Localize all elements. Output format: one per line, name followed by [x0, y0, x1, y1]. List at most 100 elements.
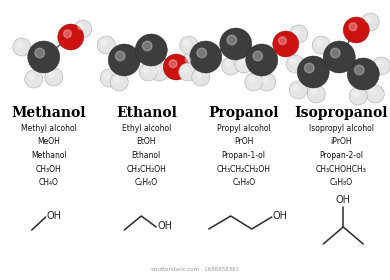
Circle shape — [361, 13, 379, 31]
Text: EtOH: EtOH — [136, 137, 156, 146]
Circle shape — [330, 48, 340, 58]
Circle shape — [323, 41, 355, 73]
Circle shape — [286, 55, 304, 73]
Circle shape — [17, 42, 22, 47]
Text: Propan-2-ol: Propan-2-ol — [319, 151, 363, 160]
Circle shape — [305, 63, 314, 73]
Circle shape — [13, 38, 31, 56]
Circle shape — [110, 73, 128, 91]
Circle shape — [273, 31, 299, 57]
Circle shape — [312, 36, 330, 54]
Circle shape — [183, 67, 188, 73]
Text: CH₃CH₂OH: CH₃CH₂OH — [126, 165, 166, 174]
Circle shape — [58, 24, 84, 50]
Text: Isopropanol: Isopropanol — [294, 106, 388, 120]
Text: C₃H₈O: C₃H₈O — [232, 178, 255, 187]
Text: Ethanol: Ethanol — [132, 151, 161, 160]
Circle shape — [114, 77, 120, 82]
Circle shape — [246, 44, 278, 76]
Circle shape — [235, 55, 253, 73]
Circle shape — [154, 67, 160, 73]
Circle shape — [185, 57, 191, 62]
Circle shape — [142, 41, 152, 51]
Circle shape — [316, 40, 322, 45]
Circle shape — [258, 73, 276, 91]
Circle shape — [227, 35, 237, 45]
Circle shape — [293, 85, 299, 90]
Circle shape — [180, 36, 198, 54]
Circle shape — [347, 58, 379, 90]
Circle shape — [349, 87, 367, 105]
Circle shape — [297, 56, 329, 88]
Circle shape — [290, 59, 296, 64]
Text: shutterstock.com · 1686858361: shutterstock.com · 1686858361 — [151, 267, 239, 272]
Circle shape — [100, 69, 118, 87]
Text: Methanol: Methanol — [31, 151, 67, 160]
Circle shape — [196, 72, 201, 78]
Circle shape — [150, 63, 168, 81]
Text: MeOH: MeOH — [37, 137, 60, 146]
Circle shape — [290, 25, 308, 43]
Circle shape — [278, 37, 286, 45]
Text: OH: OH — [47, 211, 62, 221]
Circle shape — [143, 67, 149, 73]
Circle shape — [249, 77, 254, 82]
Circle shape — [74, 20, 92, 38]
Circle shape — [222, 57, 240, 75]
Text: Isopropyl alcohol: Isopropyl alcohol — [309, 124, 374, 133]
Circle shape — [29, 74, 34, 80]
Circle shape — [78, 24, 83, 29]
Circle shape — [25, 70, 43, 88]
Text: Propyl alcohol: Propyl alcohol — [217, 124, 271, 133]
Circle shape — [353, 91, 359, 96]
Circle shape — [101, 40, 107, 45]
Circle shape — [97, 36, 115, 54]
Circle shape — [115, 51, 125, 61]
Circle shape — [365, 17, 371, 22]
Circle shape — [45, 68, 63, 86]
Text: CH₃OH: CH₃OH — [36, 165, 62, 174]
Circle shape — [35, 48, 44, 58]
Circle shape — [289, 81, 307, 99]
Text: CH₃CHOHCH₃: CH₃CHOHCH₃ — [316, 165, 367, 174]
Text: OH: OH — [157, 221, 172, 231]
Text: Ethyl alcohol: Ethyl alcohol — [122, 124, 171, 133]
Text: CH₄O: CH₄O — [39, 178, 58, 187]
Text: Methyl alcohol: Methyl alcohol — [21, 124, 77, 133]
Text: PrOH: PrOH — [234, 137, 254, 146]
Text: Methanol: Methanol — [11, 106, 86, 120]
Text: OH: OH — [336, 195, 351, 205]
Circle shape — [135, 34, 167, 66]
Circle shape — [190, 41, 222, 73]
Text: C₃H₈O: C₃H₈O — [330, 178, 353, 187]
Circle shape — [49, 72, 54, 78]
Circle shape — [294, 29, 299, 34]
Circle shape — [262, 77, 267, 82]
Text: Propanol: Propanol — [209, 106, 279, 120]
Circle shape — [220, 28, 252, 60]
Circle shape — [139, 63, 157, 81]
Text: OH: OH — [273, 211, 288, 221]
Circle shape — [343, 17, 369, 43]
Text: iPrOH: iPrOH — [330, 137, 352, 146]
Circle shape — [169, 60, 177, 68]
Circle shape — [104, 73, 110, 78]
Circle shape — [366, 85, 384, 103]
Circle shape — [108, 44, 140, 76]
Text: Ethanol: Ethanol — [116, 106, 177, 120]
Circle shape — [179, 63, 197, 81]
Circle shape — [370, 89, 376, 94]
Circle shape — [355, 65, 364, 75]
Text: C₂H₆O: C₂H₆O — [135, 178, 158, 187]
Circle shape — [226, 61, 231, 66]
Circle shape — [184, 40, 189, 45]
Circle shape — [245, 73, 263, 91]
Circle shape — [376, 61, 382, 66]
Text: Propan-1-ol: Propan-1-ol — [222, 151, 266, 160]
Circle shape — [307, 85, 325, 103]
Circle shape — [163, 54, 189, 80]
Circle shape — [239, 59, 244, 64]
Circle shape — [197, 48, 207, 58]
Circle shape — [192, 68, 210, 86]
Circle shape — [253, 51, 262, 61]
